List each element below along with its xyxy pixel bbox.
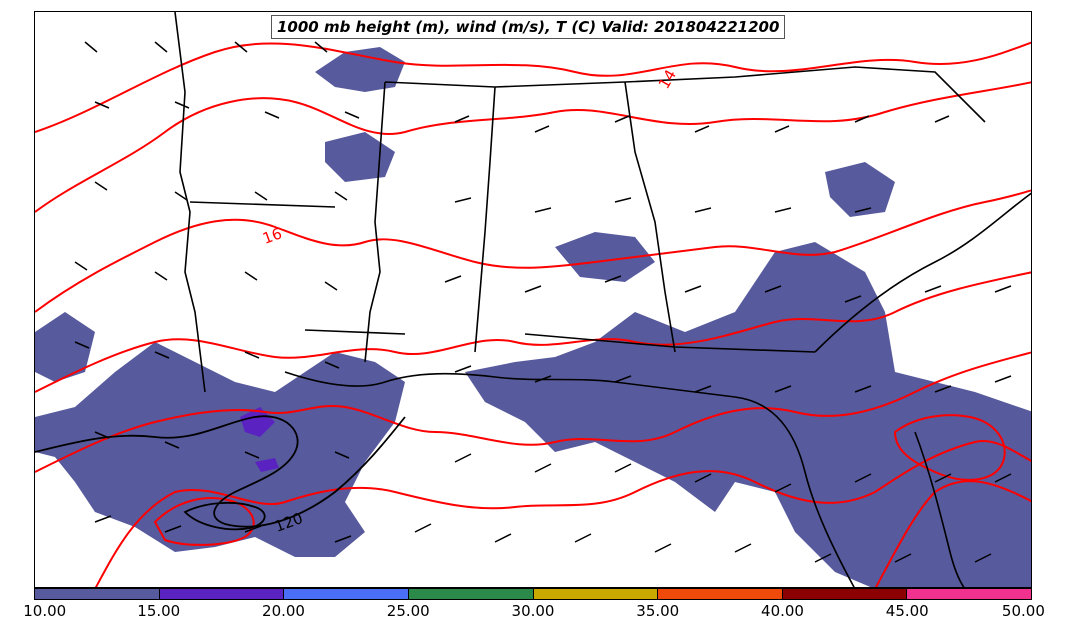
colorbar-tick-label: 20.00 bbox=[262, 602, 305, 620]
wind-barb bbox=[444, 275, 1012, 303]
temp-contour-5 bbox=[94, 440, 1031, 587]
wind-barb bbox=[74, 341, 340, 369]
wind-shade-west-edge bbox=[35, 312, 95, 382]
border-east-coast bbox=[814, 192, 1031, 353]
colorbar-segment bbox=[283, 589, 408, 599]
map-panel: 16 14 120 bbox=[34, 11, 1032, 588]
colorbar-tick-label: 45.00 bbox=[885, 602, 929, 620]
wind-barb bbox=[454, 197, 872, 213]
wind-barb bbox=[414, 523, 992, 563]
colorbar-tick-label: 25.00 bbox=[386, 602, 430, 620]
wind-shade-gulf-central bbox=[465, 242, 1031, 587]
colorbar-tick-label: 50.00 bbox=[1001, 602, 1045, 620]
colorbar-segment bbox=[781, 589, 907, 599]
border-fl-peninsula bbox=[914, 431, 965, 587]
height-contours bbox=[35, 415, 406, 531]
wind-shade-purple-1 bbox=[240, 407, 275, 437]
colorbar bbox=[34, 588, 1032, 600]
colorbar-segment bbox=[906, 589, 1031, 599]
wind-barb bbox=[94, 431, 350, 459]
colorbar-tick-label: 35.00 bbox=[636, 602, 680, 620]
border-north bbox=[384, 66, 986, 123]
temp-contour-7 bbox=[893, 414, 1006, 481]
temp-contour-8 bbox=[153, 497, 255, 546]
border-ms-al bbox=[364, 81, 386, 363]
wind-speed-15-20 bbox=[240, 407, 279, 472]
wind-barb bbox=[74, 261, 338, 291]
colorbar-tick-label: 40.00 bbox=[761, 602, 804, 620]
wind-shade-gulf-west bbox=[35, 342, 405, 557]
colorbar-segment bbox=[407, 589, 533, 599]
colorbar-tick-label: 30.00 bbox=[511, 602, 555, 620]
wind-shade-mid-1 bbox=[555, 232, 655, 282]
colorbar-tick-label: 15.00 bbox=[137, 602, 181, 620]
wind-barb bbox=[454, 365, 1012, 393]
map-canvas: 16 14 120 bbox=[35, 12, 1031, 587]
wind-barb bbox=[84, 41, 328, 53]
wind-barb bbox=[454, 115, 950, 133]
colorbar-segment bbox=[158, 589, 284, 599]
temp-contour-1 bbox=[35, 41, 1031, 133]
wind-barb bbox=[94, 181, 348, 201]
wind-barb bbox=[454, 453, 1012, 493]
map-title: 1000 mb height (m), wind (m/s), T (C) Va… bbox=[271, 15, 786, 39]
wind-shade-purple-2 bbox=[255, 458, 279, 472]
wind-shade-mid-2 bbox=[825, 162, 895, 217]
temp-contour-3 bbox=[35, 271, 1031, 393]
wind-speed-shading bbox=[35, 47, 1031, 587]
border-mid bbox=[189, 201, 336, 208]
wind-barbs bbox=[74, 41, 1012, 563]
wind-barb bbox=[94, 515, 352, 543]
border-al-ga bbox=[474, 86, 496, 353]
temp-label-14: 14 bbox=[655, 66, 680, 92]
border-al-fl bbox=[304, 329, 816, 353]
wind-barb bbox=[94, 101, 360, 119]
colorbar-segment bbox=[657, 589, 782, 599]
temp-contour-4 bbox=[35, 351, 1031, 473]
wind-shade-north-1 bbox=[315, 47, 405, 92]
height-contour-2 bbox=[183, 502, 266, 531]
temperature-contours bbox=[35, 41, 1031, 587]
temp-label-16: 16 bbox=[260, 224, 284, 247]
wind-shade-north-2 bbox=[325, 132, 395, 182]
colorbar-segment bbox=[35, 589, 159, 599]
temp-contour-16 bbox=[35, 189, 1031, 313]
height-contour-120 bbox=[35, 415, 406, 528]
colorbar-segment bbox=[532, 589, 658, 599]
border-ga-east bbox=[624, 81, 676, 353]
colorbar-tick-label: 10.00 bbox=[23, 602, 67, 620]
